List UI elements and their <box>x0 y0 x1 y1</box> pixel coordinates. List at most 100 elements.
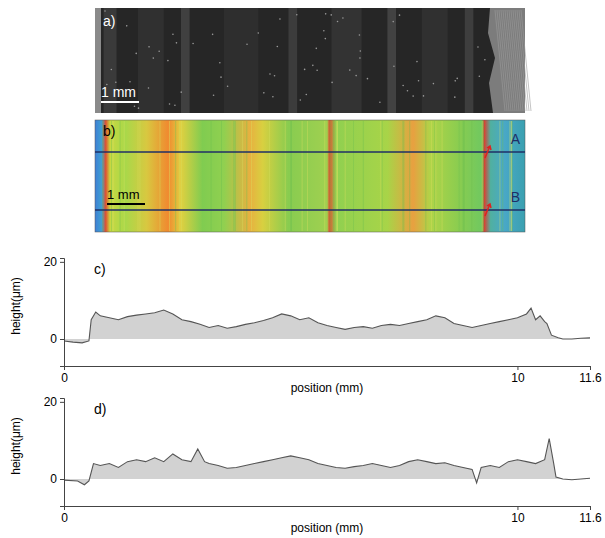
photo-speckle <box>269 73 271 75</box>
photo-speckle <box>399 14 401 16</box>
photo-band <box>289 8 298 113</box>
photo-speckle <box>359 34 361 36</box>
profile-line <box>95 151 525 153</box>
photo-speckle <box>304 69 306 71</box>
photo-speckle <box>325 13 327 15</box>
axis-line <box>65 507 591 511</box>
heightmap-texture <box>234 121 235 231</box>
photo-speckle <box>134 105 136 107</box>
photo-speckle <box>337 21 339 23</box>
photo-speckle <box>167 60 169 62</box>
photo-panel: a)1 mm <box>95 8 531 113</box>
photo-speckle <box>180 91 182 93</box>
photo-speckle <box>227 85 229 87</box>
photo-edge <box>488 8 525 113</box>
heightmap-texture <box>459 121 460 231</box>
profile-line <box>64 308 590 343</box>
area-fill <box>64 439 590 485</box>
heightmap-texture <box>464 121 465 231</box>
line-label: A <box>511 131 521 147</box>
photo-scratch <box>505 10 515 111</box>
photo-speckle <box>148 87 150 89</box>
photo-scratch <box>507 10 517 111</box>
photo-scratch <box>513 10 523 111</box>
photo-speckle <box>126 25 128 27</box>
heightmap-texture <box>120 121 121 231</box>
tick-label: 11.6 <box>579 511 602 525</box>
photo-band <box>387 8 396 113</box>
heightmap-texture <box>302 121 303 231</box>
photo-background <box>95 8 525 113</box>
profile-line <box>95 209 525 211</box>
photo-speckle <box>212 34 214 36</box>
axis-line <box>65 367 591 371</box>
photo-scratch <box>521 10 531 111</box>
scale-bar <box>101 101 139 103</box>
photo-speckle <box>279 18 281 20</box>
heightmap-texture <box>124 121 125 231</box>
heightmap-texture <box>337 121 338 231</box>
photo-speckle <box>423 95 425 97</box>
tick-label: 10 <box>511 511 525 525</box>
heightmap-texture <box>442 121 443 231</box>
photo-speckle <box>379 101 381 103</box>
heightmap-texture <box>353 121 354 231</box>
photo-speckle <box>138 107 140 109</box>
photo-speckle <box>367 78 369 80</box>
photo-speckle <box>454 96 456 98</box>
heightmap-texture <box>242 121 243 231</box>
photo-speckle <box>274 75 276 77</box>
x-tick: 11.6 <box>579 366 602 385</box>
heightmap-texture <box>463 121 464 231</box>
photo-speckle <box>129 81 131 83</box>
photo-speckle <box>402 85 404 87</box>
photo-speckle <box>477 46 479 48</box>
heightmap-texture <box>380 121 381 231</box>
tick-label: 0 <box>61 511 68 525</box>
y-axis: 020 <box>44 395 65 506</box>
scale-bar-label: 1 mm <box>107 187 140 202</box>
heightmap-panel: ABb)1 mm <box>95 120 525 232</box>
heightmap-texture <box>179 121 180 231</box>
photo-speckle <box>479 76 481 78</box>
y-axis-title: height(μm) <box>9 417 23 475</box>
photo-speckle <box>484 59 486 61</box>
photo-speckle <box>158 50 160 52</box>
axis-line <box>60 399 65 507</box>
y-axis: 020 <box>44 255 65 366</box>
photo-speckle <box>407 90 409 92</box>
x-tick: 10 <box>511 506 525 525</box>
heightmap-texture <box>435 121 436 231</box>
plot-area <box>64 439 590 485</box>
heightmap-texture <box>233 121 234 231</box>
tick-mark <box>60 262 64 263</box>
arrow <box>485 204 491 216</box>
tick-label: 0 <box>50 472 57 486</box>
photo-speckle <box>135 53 137 55</box>
tick-mark <box>517 366 518 370</box>
photo-speckle <box>257 32 259 34</box>
x-tick: 11.6 <box>579 506 602 525</box>
photo-speckle <box>433 83 435 85</box>
heightmap-texture <box>330 121 331 231</box>
x-axis-title: position (mm) <box>291 381 364 395</box>
heightmap-texture <box>425 121 426 231</box>
heightmap-texture <box>285 121 286 231</box>
tick-label: 11.6 <box>579 371 602 385</box>
photo-speckle <box>213 95 215 97</box>
x-axis-title: position (mm) <box>291 521 364 535</box>
photo-speckle <box>359 57 361 59</box>
photo-speckle <box>192 43 194 45</box>
tick-label: 20 <box>44 255 58 269</box>
photo-speckle <box>454 80 456 82</box>
heightmap-texture <box>175 121 176 231</box>
heightmap-texture <box>482 121 483 231</box>
scale-bar-label: 1 mm <box>101 84 136 100</box>
panel-label: c) <box>94 261 106 277</box>
x-tick: 0 <box>61 506 68 525</box>
photo-speckle <box>111 69 113 71</box>
photo-speckle <box>148 46 150 48</box>
photo-speckle <box>272 96 274 98</box>
heightmap-texture <box>234 121 235 231</box>
heightmap-texture <box>431 121 432 231</box>
